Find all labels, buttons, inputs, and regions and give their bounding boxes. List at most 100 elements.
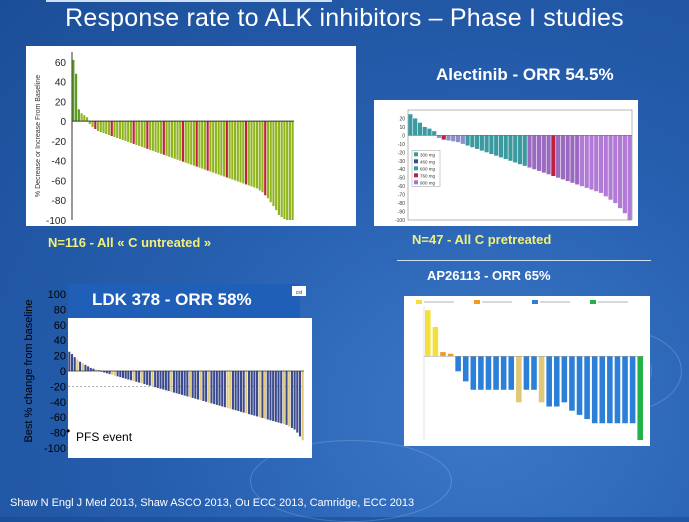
data-bar [489, 135, 494, 154]
data-bar [88, 121, 91, 125]
data-bar [242, 121, 245, 184]
data-bar [207, 371, 210, 403]
alectinib-title: Alectinib - ORR 54.5% [436, 65, 614, 84]
data-bar [470, 135, 475, 148]
data-bar [546, 135, 551, 175]
data-bar [176, 121, 179, 160]
data-bar [264, 371, 267, 419]
y-tick-label: 0 [60, 117, 66, 128]
data-bar [108, 371, 111, 375]
data-bar [91, 121, 94, 128]
data-bar [253, 121, 256, 188]
data-bar [447, 353, 454, 357]
data-bar [629, 356, 636, 424]
data-bar [187, 121, 190, 164]
data-bar [205, 371, 208, 402]
data-bar [266, 371, 269, 420]
data-bar [151, 371, 154, 387]
data-bar [111, 371, 114, 375]
data-bar [579, 135, 585, 187]
data-bar [190, 121, 193, 165]
data-bar [81, 363, 84, 371]
data-bar [258, 121, 261, 191]
data-bar [622, 356, 628, 424]
data-bar [75, 73, 78, 122]
data-bar [132, 371, 135, 382]
y-tick-label: -90 [398, 210, 405, 216]
data-bar [538, 356, 545, 403]
data-bar [565, 135, 570, 182]
data-bar [154, 121, 157, 152]
data-bar [70, 354, 74, 371]
data-bar [116, 121, 119, 138]
data-bar [584, 356, 590, 420]
pfs-event-label: PFS event [76, 430, 133, 444]
data-bar [89, 367, 92, 371]
data-bar [465, 135, 470, 146]
data-bar [213, 371, 216, 405]
crizotinib-title: Crizotinib (C) - ORR 61% [100, 76, 299, 95]
data-bar [296, 371, 299, 433]
data-bar [194, 371, 197, 399]
data-bar [603, 135, 608, 197]
y-axis-label: % Decrease or Increase From Baseline [35, 75, 42, 197]
data-bar [83, 115, 86, 122]
data-bar [286, 121, 289, 220]
y-tick-label: -70 [398, 193, 405, 199]
data-bar [627, 135, 632, 220]
data-bar [127, 371, 130, 380]
data-bar [494, 135, 499, 156]
data-bar [516, 356, 522, 403]
data-bar [598, 135, 604, 193]
data-bar [591, 356, 598, 424]
y-tick-label: -50 [398, 176, 405, 182]
data-bar [613, 135, 618, 204]
data-bar [277, 371, 280, 423]
data-bar [608, 135, 613, 200]
data-bar [202, 371, 205, 402]
data-bar [570, 135, 575, 183]
data-bar [498, 135, 504, 158]
data-bar [162, 121, 165, 155]
data-bar [76, 359, 79, 371]
legend-swatch [416, 300, 422, 304]
data-bar [198, 121, 201, 168]
data-bar [184, 121, 187, 163]
data-bar [80, 113, 83, 122]
y-tick-label: -80 [52, 196, 67, 207]
legend-text-placeholder [424, 301, 454, 303]
data-bar [195, 121, 198, 167]
data-bar [218, 371, 221, 406]
y-tick-label: -100 [46, 216, 66, 226]
data-bar [432, 326, 439, 357]
data-bar [244, 121, 248, 185]
data-bar [485, 356, 492, 390]
data-bar [475, 135, 480, 149]
data-bar [168, 121, 171, 157]
data-bar [110, 121, 113, 136]
corner-tag-label: cst [296, 290, 303, 296]
plot-frame [407, 109, 633, 221]
data-bar [478, 356, 484, 390]
data-bar [179, 121, 182, 161]
data-bar [210, 371, 213, 404]
legend-label: 760 mg [420, 173, 436, 178]
y-tick-label: 60 [54, 320, 66, 332]
y-tick-label: 20 [55, 97, 67, 108]
y-tick-label: 0 [402, 133, 405, 139]
data-bar [455, 135, 461, 143]
data-bar [105, 371, 108, 374]
data-bar [269, 371, 272, 421]
data-bar [508, 356, 515, 390]
data-bar [500, 356, 507, 390]
legend-text-placeholder [540, 301, 570, 303]
data-bar [508, 135, 513, 161]
y-tick-label: -40 [52, 157, 67, 168]
data-bar [493, 356, 499, 390]
data-bar [229, 371, 232, 409]
data-bar [186, 371, 189, 397]
data-bar [470, 356, 477, 390]
data-bar [427, 128, 432, 136]
data-bar [221, 371, 224, 407]
